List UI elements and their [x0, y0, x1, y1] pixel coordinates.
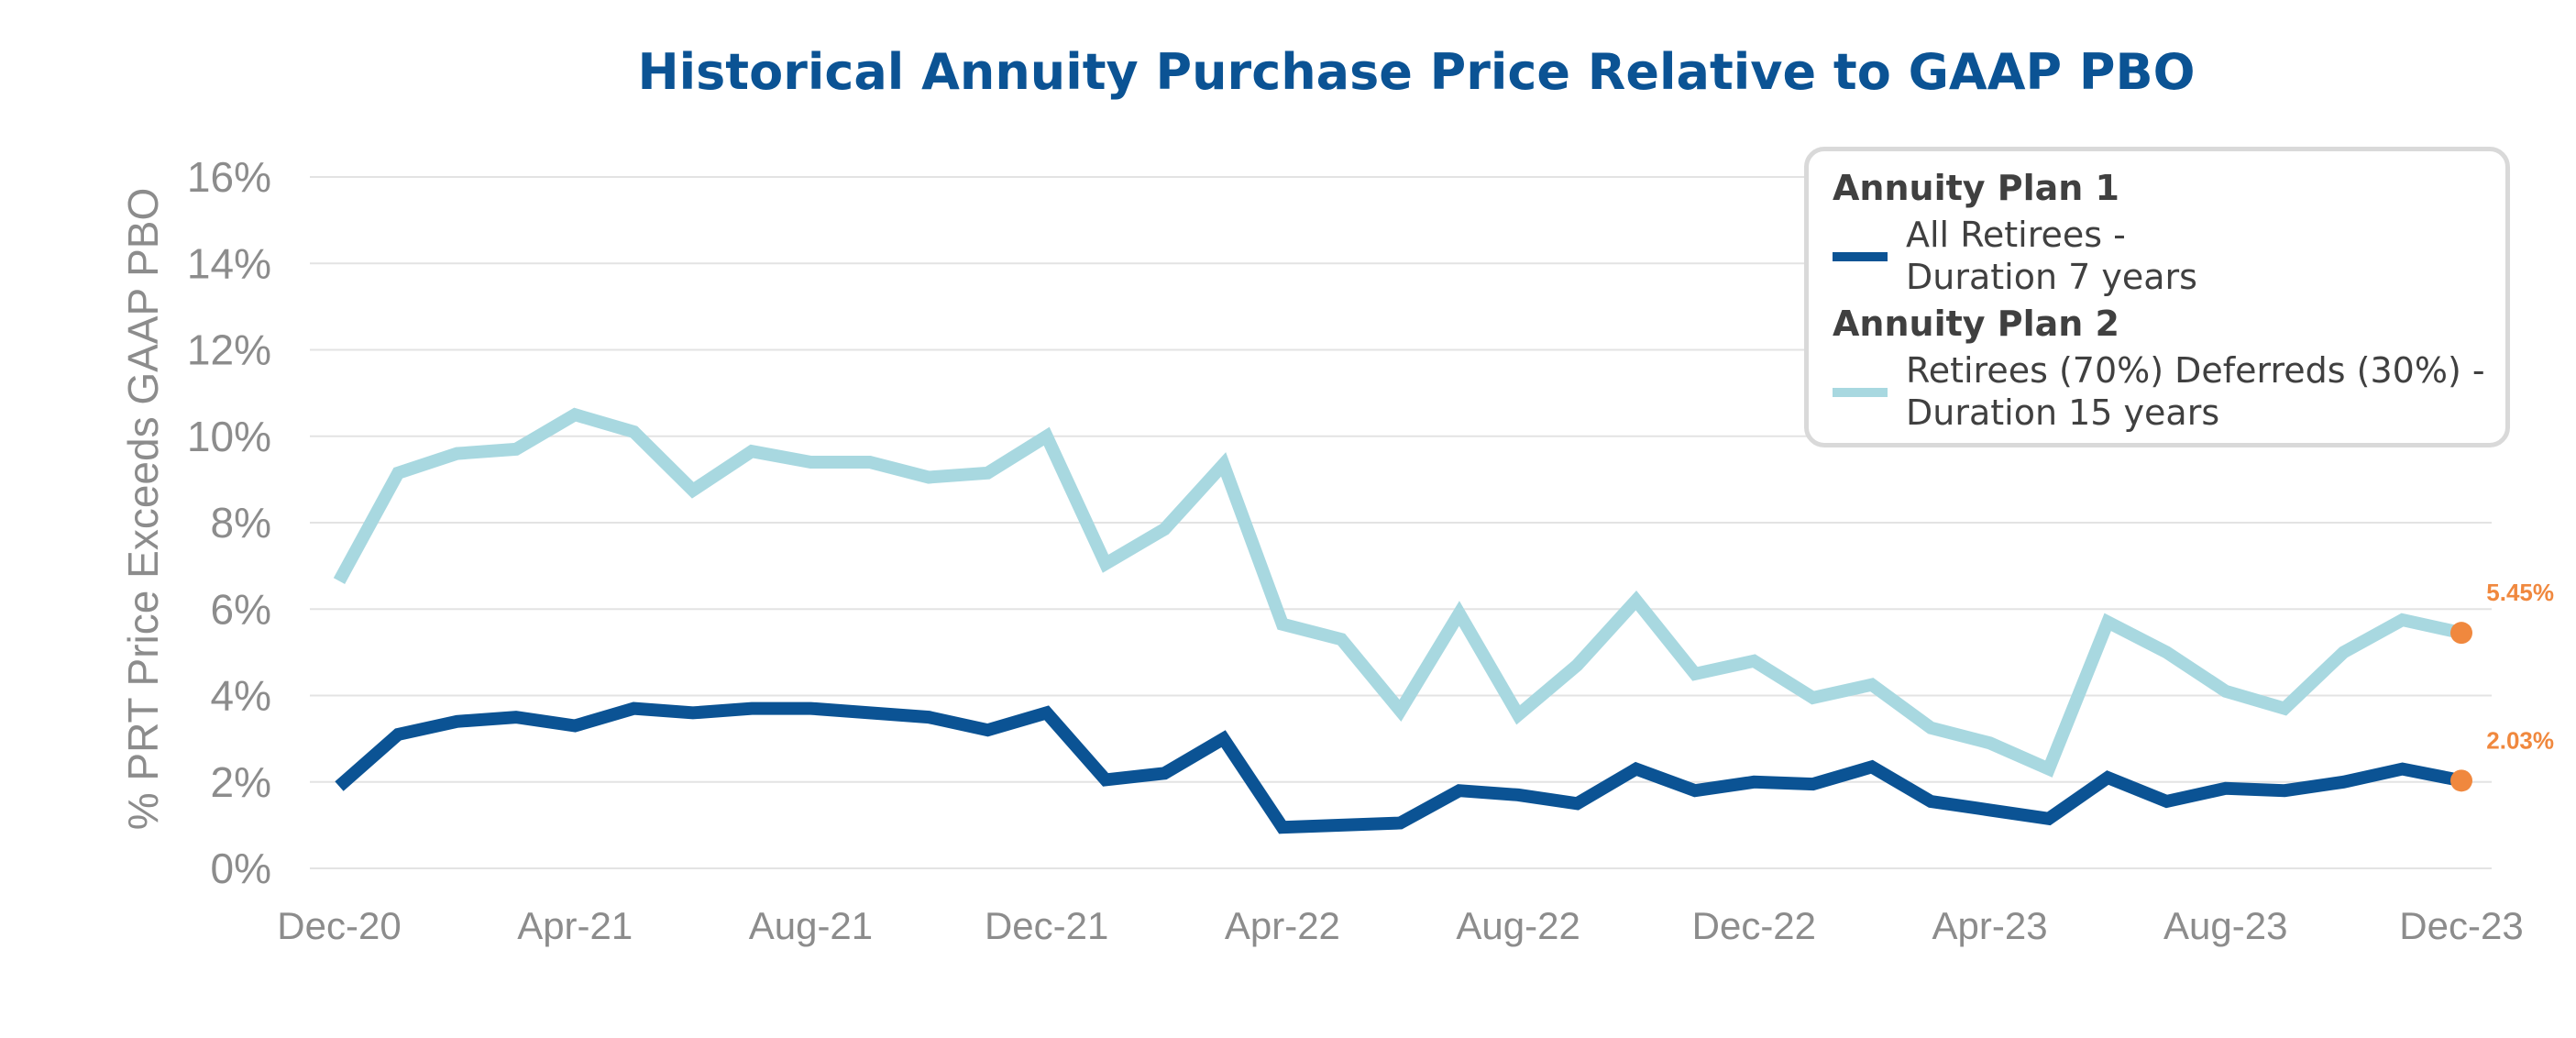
x-tick-label: Dec-22	[1692, 904, 1816, 947]
y-tick-label: 12%	[187, 326, 271, 374]
legend-group-plan-1: Annuity Plan 1 All Retirees - Duration 7…	[1833, 168, 2197, 300]
legend: Annuity Plan 1 All Retirees - Duration 7…	[1804, 147, 2510, 447]
x-tick-label: Aug-23	[2163, 904, 2287, 947]
x-tick-label: Dec-20	[277, 904, 401, 947]
chart-title: Historical Annuity Purchase Price Relati…	[637, 43, 2195, 101]
legend-label-plan-2-line-2: Duration 15 years	[1906, 392, 2220, 433]
legend-group-plan-2: Annuity Plan 2 Retirees (70%) Deferreds …	[1833, 304, 2485, 436]
y-axis-label: % PRT Price Exceeds GAAP PBO	[119, 188, 167, 831]
legend-entry-plan-1: All Retirees - Duration 7 years	[1833, 212, 2197, 300]
y-tick-label: 10%	[187, 413, 271, 460]
legend-title-plan-2: Annuity Plan 2	[1833, 304, 2119, 344]
legend-label-plan-2-line-1: Retirees (70%) Deferreds (30%) -	[1906, 350, 2485, 391]
series-line-plan-2	[333, 407, 2463, 778]
x-tick-label: Aug-21	[749, 904, 873, 947]
x-tick-label: Aug-22	[1456, 904, 1580, 947]
x-axis-ticks: Dec-20 Apr-21 Aug-21 Dec-21 Apr-22 Aug-22 Dec-…	[277, 904, 2523, 947]
end-marker-plan-2	[2450, 622, 2472, 645]
x-tick-label: Dec-21	[985, 904, 1108, 947]
y-tick-label: 2%	[211, 758, 271, 806]
x-tick-label: Apr-22	[1225, 904, 1340, 947]
x-tick-label: Dec-23	[2399, 904, 2523, 947]
y-tick-label: 14%	[187, 239, 271, 287]
end-marker-plan-1	[2450, 769, 2472, 792]
legend-title-plan-1: Annuity Plan 1	[1833, 168, 2119, 208]
series-lines	[333, 407, 2463, 834]
end-label-plan-1: 2.03%	[2486, 726, 2554, 754]
legend-label-plan-2: Retirees (70%) Deferreds (30%) - Duratio…	[1906, 349, 2485, 434]
legend-entry-plan-2: Retirees (70%) Deferreds (30%) - Duratio…	[1833, 348, 2485, 436]
y-tick-label: 0%	[211, 845, 271, 892]
legend-swatch-plan-1	[1833, 252, 1888, 261]
legend-swatch-plan-2	[1833, 388, 1888, 397]
end-markers: 2.03% 5.45%	[2450, 579, 2554, 792]
y-tick-label: 6%	[211, 585, 271, 633]
y-tick-label: 4%	[211, 672, 271, 720]
y-axis-ticks: 0% 2% 4% 6% 8% 10% 12% 14% 16%	[187, 153, 271, 892]
x-tick-label: Apr-23	[1932, 904, 2048, 947]
y-tick-label: 16%	[187, 153, 271, 201]
end-label-plan-2: 5.45%	[2486, 579, 2554, 606]
legend-label-plan-1: All Retirees - Duration 7 years	[1906, 214, 2197, 298]
legend-label-plan-1-line-2: Duration 7 years	[1906, 257, 2197, 297]
x-tick-label: Apr-21	[517, 904, 633, 947]
legend-label-plan-1-line-1: All Retirees -	[1906, 215, 2126, 255]
y-tick-label: 8%	[211, 499, 271, 547]
series-line-plan-1	[335, 701, 2463, 834]
